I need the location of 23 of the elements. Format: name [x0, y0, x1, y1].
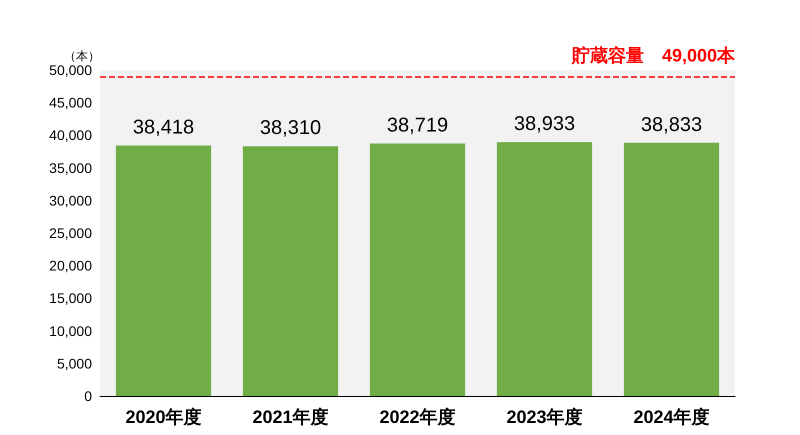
y-tick-label: 25,000	[49, 225, 92, 241]
data-label: 38,933	[514, 113, 576, 136]
x-tick-label: 2022年度	[379, 407, 456, 427]
y-tick-label: 20,000	[49, 258, 92, 274]
ref-line-label: 貯蔵容量 49,000本	[570, 46, 736, 66]
data-label: 38,418	[132, 116, 194, 139]
x-tick-label: 2024年度	[633, 407, 710, 427]
data-label: 38,719	[386, 114, 448, 137]
x-tick-label: 2021年度	[252, 407, 329, 427]
y-tick-label: 0	[84, 388, 92, 404]
x-tick-label: 2023年度	[506, 407, 583, 427]
data-label: 38,833	[640, 114, 702, 136]
y-tick-label: 10,000	[49, 322, 92, 339]
y-tick-label: 5,000	[56, 355, 92, 372]
y-tick-label: 40,000	[49, 127, 92, 144]
y-tick-label: 35,000	[49, 160, 92, 176]
y-tick-label: 30,000	[49, 192, 92, 208]
x-tick-label: 2020年度	[125, 407, 202, 427]
y-tick-label: 50,000	[49, 62, 92, 78]
data-label: 38,310	[260, 117, 322, 140]
y-tick-label: 45,000	[49, 94, 92, 111]
y-tick-label: 15,000	[49, 290, 92, 306]
y-axis-title: （本）	[64, 49, 100, 63]
